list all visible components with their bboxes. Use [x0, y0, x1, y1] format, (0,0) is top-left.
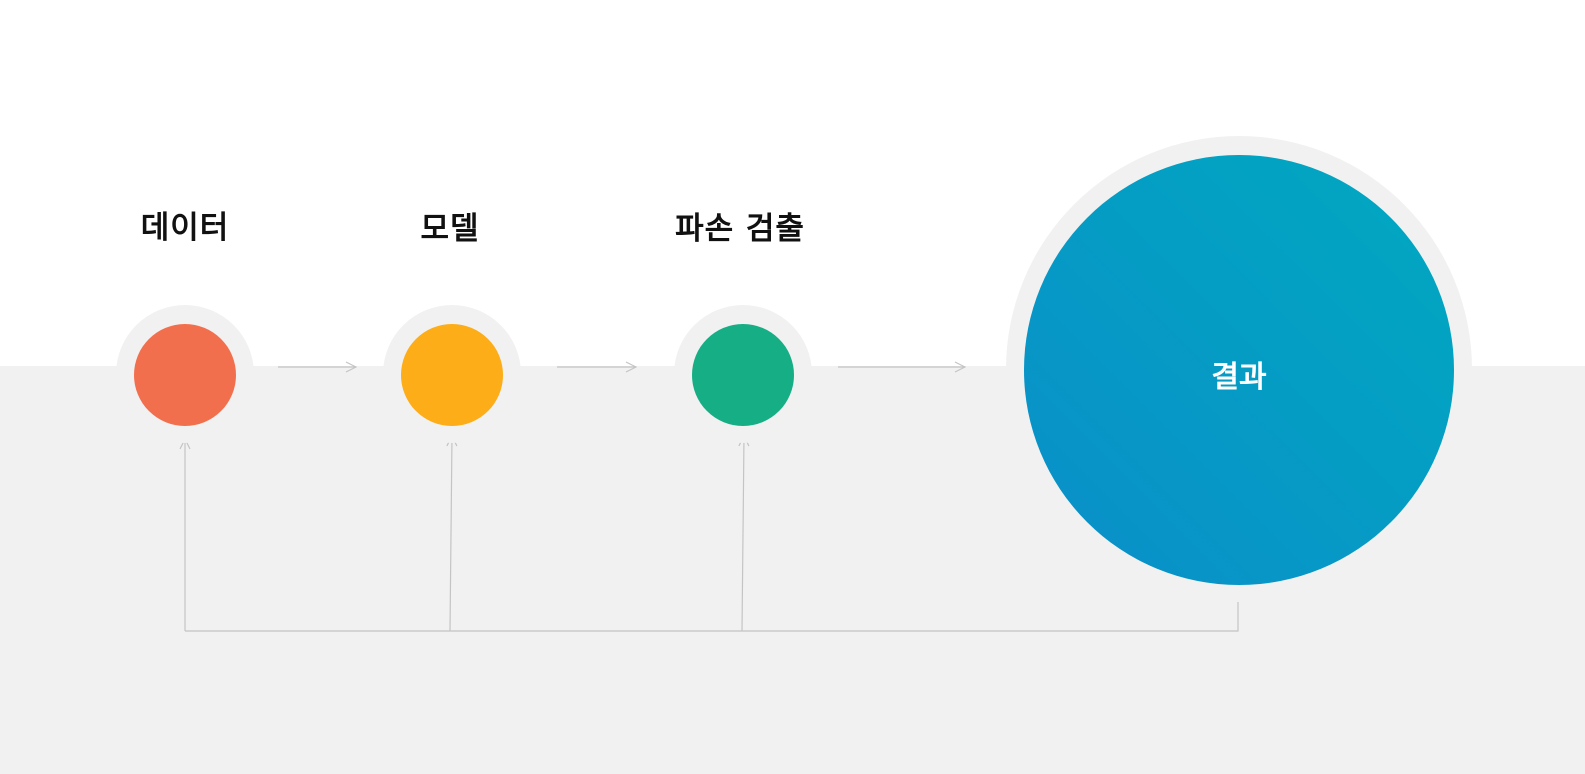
stage-node-data: [134, 324, 236, 426]
feedback-arrow-detection: [742, 436, 744, 632]
result-label: 결과: [1211, 360, 1267, 395]
stage-node-model: [401, 324, 503, 426]
stage-node-damage-detection: [692, 324, 794, 426]
stage-label-damage-detection: 파손 검출: [675, 211, 805, 247]
stage-label-model: 모델: [420, 211, 480, 247]
stage-label-data: 데이터: [140, 210, 230, 246]
feedback-line: [185, 597, 1239, 632]
result-node: [1024, 155, 1454, 585]
feedback-arrow-model: [450, 436, 452, 632]
